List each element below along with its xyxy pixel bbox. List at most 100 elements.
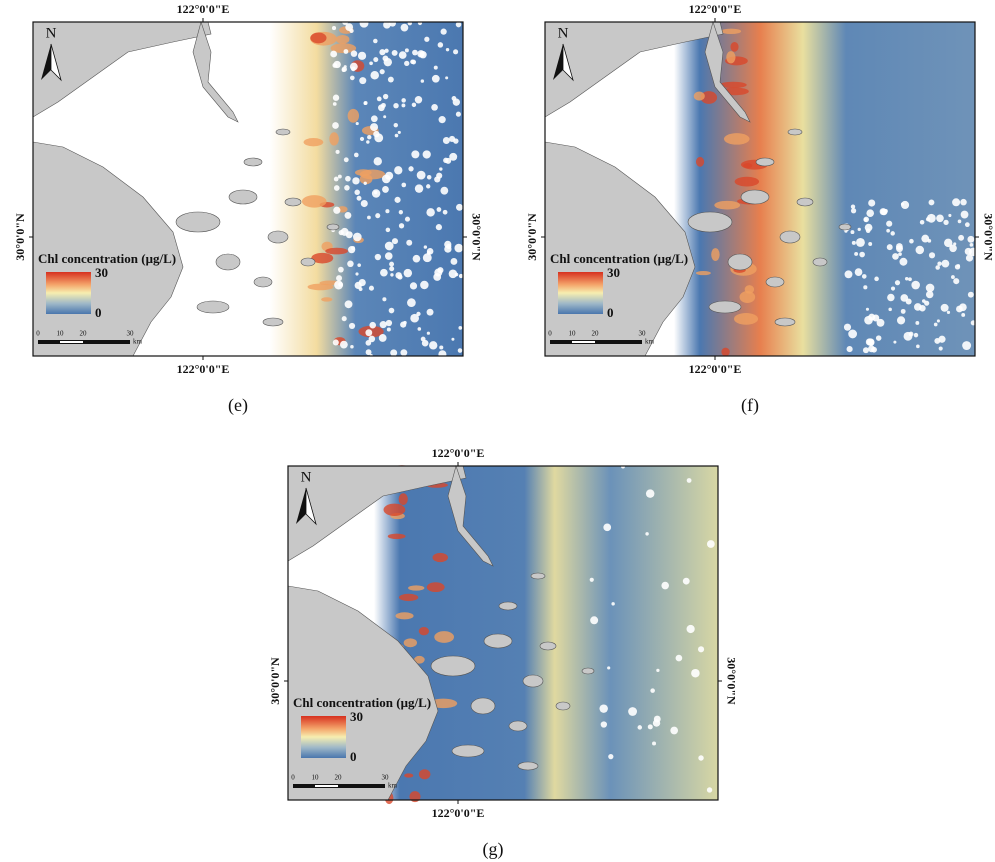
- cloud: [389, 20, 396, 27]
- island: [709, 301, 741, 313]
- cloud: [357, 196, 362, 201]
- cloud: [357, 263, 361, 267]
- bloom: [734, 313, 758, 325]
- scale-tick-label: 0: [291, 774, 295, 782]
- cloud: [845, 270, 853, 278]
- bloom: [395, 612, 413, 619]
- cloud: [590, 578, 594, 582]
- cloud: [887, 244, 893, 250]
- scale-tick-label: 10: [569, 330, 577, 338]
- cloud: [394, 123, 398, 127]
- cloud: [401, 103, 405, 107]
- bloom: [302, 195, 327, 207]
- cloud: [399, 210, 403, 214]
- cloud: [887, 294, 894, 301]
- island: [431, 656, 475, 676]
- cloud: [449, 153, 457, 161]
- cloud: [426, 208, 434, 216]
- cloud: [914, 333, 918, 337]
- cloud: [401, 98, 405, 102]
- color-bar: [301, 716, 346, 758]
- cloud: [377, 97, 382, 102]
- cloud: [440, 187, 448, 195]
- cloud: [334, 185, 340, 191]
- scale-unit: km: [645, 338, 655, 346]
- cloud: [350, 76, 355, 81]
- cloud: [345, 300, 353, 308]
- island: [728, 254, 752, 270]
- cloud: [334, 177, 339, 182]
- cloud: [345, 212, 352, 219]
- cloud: [893, 341, 896, 344]
- cloud: [967, 236, 974, 243]
- island: [216, 254, 240, 270]
- cloud: [929, 252, 935, 258]
- island: [484, 634, 512, 648]
- legend-min: 0: [95, 305, 102, 320]
- cloud: [968, 292, 974, 298]
- cloud: [446, 48, 449, 51]
- cloud: [687, 625, 695, 633]
- cloud: [936, 214, 944, 222]
- cloud: [952, 198, 960, 206]
- bloom: [696, 157, 704, 167]
- cloud: [863, 347, 869, 353]
- bloom: [726, 51, 735, 63]
- cloud: [406, 240, 412, 246]
- scale-unit: km: [388, 782, 398, 790]
- cloud: [382, 186, 389, 193]
- cloud: [611, 602, 614, 605]
- bottom-longitude: 122°0'0"E: [432, 806, 485, 820]
- scale-bar: [38, 340, 130, 344]
- bloom: [360, 169, 385, 179]
- cloud: [374, 157, 382, 165]
- cloud: [927, 214, 936, 223]
- cloud: [687, 478, 692, 483]
- left-latitude: 30°0'0"N: [268, 657, 282, 705]
- cloud: [413, 255, 421, 263]
- cloud: [344, 49, 349, 54]
- cloud: [348, 246, 355, 253]
- cloud: [379, 334, 387, 342]
- island: [540, 642, 556, 650]
- cloud: [458, 348, 463, 353]
- cloud: [914, 303, 922, 311]
- legend-max: 30: [95, 265, 108, 280]
- cloud: [601, 721, 607, 727]
- cloud: [364, 101, 368, 105]
- cloud: [676, 655, 683, 662]
- cloud: [856, 238, 865, 247]
- scale-tick-label: 30: [127, 330, 135, 338]
- cloud: [947, 311, 950, 314]
- cloud: [373, 39, 378, 44]
- bloom: [399, 594, 418, 601]
- cloud: [854, 252, 858, 256]
- cloud: [412, 50, 418, 56]
- cloud: [951, 275, 955, 279]
- cloud: [410, 282, 417, 289]
- cloud: [354, 153, 359, 158]
- scale-tick-label: 10: [57, 330, 65, 338]
- cloud: [847, 346, 853, 352]
- cloud: [421, 79, 424, 82]
- cloud: [955, 264, 960, 269]
- cloud: [360, 137, 364, 141]
- cloud: [961, 211, 969, 219]
- cloud: [330, 51, 337, 58]
- cloud: [366, 349, 372, 355]
- cloud: [898, 252, 902, 256]
- legend-min: 0: [350, 749, 357, 764]
- cloud: [398, 131, 401, 134]
- cloud: [424, 37, 429, 42]
- bloom: [325, 248, 348, 255]
- bloom: [404, 638, 417, 647]
- island: [741, 190, 769, 204]
- cloud: [404, 61, 409, 66]
- cloud: [369, 322, 376, 329]
- cloud: [691, 669, 700, 678]
- cloud: [590, 616, 598, 624]
- legend-max: 30: [350, 709, 363, 724]
- cloud: [345, 176, 351, 182]
- cloud: [344, 65, 347, 68]
- right-latitude: 30°0'0"N: [724, 657, 738, 705]
